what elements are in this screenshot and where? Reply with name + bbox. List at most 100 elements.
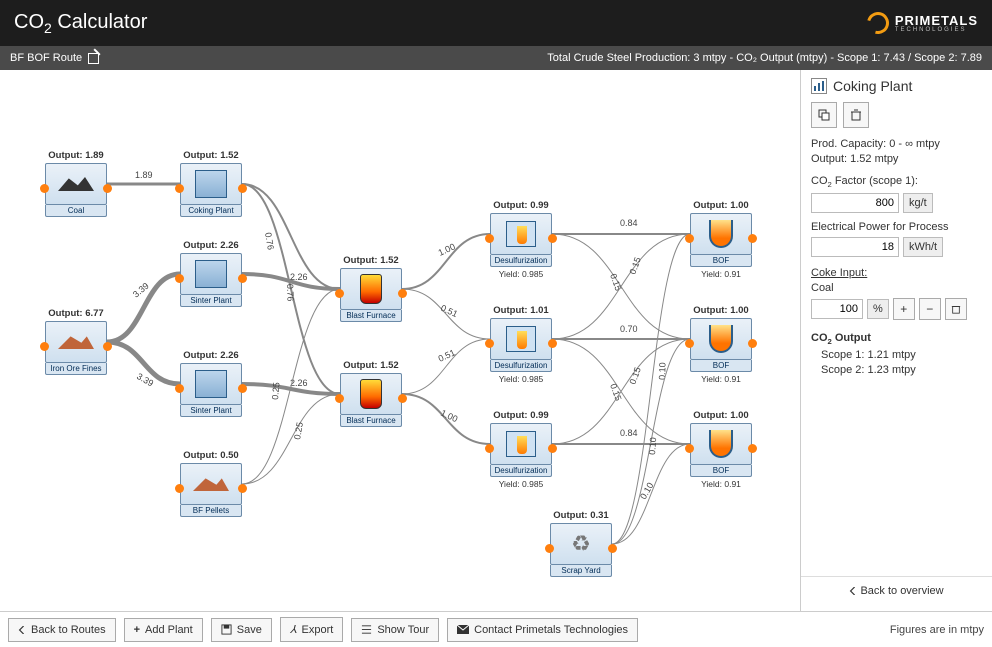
save-button[interactable]: Save [211,618,272,642]
panel-plant-title: Coking Plant [833,78,912,94]
back-to-overview-button[interactable]: Back to overview [801,576,992,605]
node-body[interactable] [490,318,552,360]
node-des3[interactable]: Output: 0.99DesulfurizationYield: 0.985 [490,410,552,489]
edge-label: 0.10 [657,362,668,380]
route-name-block[interactable]: BF BOF Route [10,52,99,64]
node-label: Sinter Plant [180,295,242,307]
node-in-port[interactable] [485,234,494,243]
node-out-port[interactable] [398,394,407,403]
export-button[interactable]: ⅄ Export [280,617,344,642]
node-bof3[interactable]: Output: 1.00BOFYield: 0.91 [690,410,752,489]
node-out-port[interactable] [238,184,247,193]
node-pellets[interactable]: Output: 0.50BF Pellets [180,450,242,517]
node-output-label: Output: 1.00 [690,305,752,316]
node-out-port[interactable] [238,384,247,393]
node-body[interactable] [690,318,752,360]
node-body[interactable] [690,423,752,465]
node-coking[interactable]: Output: 1.52Coking Plant [180,150,242,217]
node-bf1[interactable]: Output: 1.52Blast Furnace [340,255,402,322]
node-out-port[interactable] [548,339,557,348]
contact-button[interactable]: Contact Primetals Technologies [447,618,638,642]
node-body[interactable] [490,213,552,255]
delete-input-button[interactable] [945,298,967,320]
node-in-port[interactable] [175,384,184,393]
edge-label: 0.76 [263,232,276,251]
node-in-port[interactable] [685,234,694,243]
node-out-port[interactable] [398,289,407,298]
show-tour-button[interactable]: Show Tour [351,618,439,642]
remove-input-button[interactable]: − [919,298,941,320]
node-bof2[interactable]: Output: 1.00BOFYield: 0.91 [690,305,752,384]
edge-ore-sinter1 [107,274,180,342]
back-to-routes-button[interactable]: Back to Routes [8,618,116,642]
node-out-port[interactable] [748,444,757,453]
node-out-port[interactable] [748,234,757,243]
node-des1[interactable]: Output: 0.99DesulfurizationYield: 0.985 [490,200,552,279]
mail-icon [457,625,469,634]
edge-coking-bf1 [242,184,340,289]
node-out-port[interactable] [103,342,112,351]
node-output-label: Output: 6.77 [45,308,107,319]
node-body[interactable] [180,363,242,405]
node-scrap[interactable]: Output: 0.31♻Scrap Yard [550,510,612,577]
save-icon [221,624,232,635]
node-in-port[interactable] [40,342,49,351]
contact-label: Contact Primetals Technologies [474,624,628,636]
node-in-port[interactable] [335,394,344,403]
node-in-port[interactable] [485,444,494,453]
node-body[interactable] [45,163,107,205]
copy-plant-button[interactable] [811,102,837,128]
node-in-port[interactable] [545,544,554,553]
power-input[interactable] [811,237,899,257]
node-in-port[interactable] [175,274,184,283]
save-label: Save [237,624,262,636]
node-in-port[interactable] [485,339,494,348]
node-out-port[interactable] [608,544,617,553]
node-out-port[interactable] [103,184,112,193]
node-body[interactable] [690,213,752,255]
node-out-port[interactable] [748,339,757,348]
coke-input-value[interactable] [811,299,863,319]
add-plant-button[interactable]: + Add Plant [124,618,203,642]
node-label: BOF [690,255,752,267]
node-body[interactable] [180,463,242,505]
node-body[interactable] [180,163,242,205]
node-des2[interactable]: Output: 1.01DesulfurizationYield: 0.985 [490,305,552,384]
node-body[interactable] [340,373,402,415]
list-icon [361,624,372,635]
node-bf2[interactable]: Output: 1.52Blast Furnace [340,360,402,427]
node-in-port[interactable] [175,484,184,493]
node-body[interactable] [490,423,552,465]
node-label: BOF [690,360,752,372]
node-body[interactable] [180,253,242,295]
node-in-port[interactable] [40,184,49,193]
co2-factor-input[interactable] [811,193,899,213]
node-bof1[interactable]: Output: 1.00BOFYield: 0.91 [690,200,752,279]
node-in-port[interactable] [685,444,694,453]
node-output-label: Output: 0.31 [550,510,612,521]
node-in-port[interactable] [175,184,184,193]
node-ore[interactable]: Output: 6.77Iron Ore Fines [45,308,107,375]
coke-input-head: Coke Input: [811,267,982,279]
edge-label: 0.15 [608,272,623,292]
node-sinter1[interactable]: Output: 2.26Sinter Plant [180,240,242,307]
node-label: Coking Plant [180,205,242,217]
delete-plant-button[interactable] [843,102,869,128]
node-out-port[interactable] [548,444,557,453]
node-out-port[interactable] [548,234,557,243]
node-body[interactable]: ♻ [550,523,612,565]
edit-route-icon[interactable] [88,53,99,64]
node-body[interactable] [340,268,402,310]
node-coal[interactable]: Output: 1.89Coal [45,150,107,217]
add-input-button[interactable]: + [893,298,915,320]
node-output-label: Output: 1.52 [340,360,402,371]
node-in-port[interactable] [335,289,344,298]
node-out-port[interactable] [238,484,247,493]
node-label: BOF [690,465,752,477]
node-out-port[interactable] [238,274,247,283]
flow-canvas[interactable]: 1.893.393.390.760.762.262.260.250.251.00… [0,70,800,611]
node-in-port[interactable] [685,339,694,348]
edge-scrap-bof3 [612,444,690,544]
node-sinter2[interactable]: Output: 2.26Sinter Plant [180,350,242,417]
node-body[interactable] [45,321,107,363]
